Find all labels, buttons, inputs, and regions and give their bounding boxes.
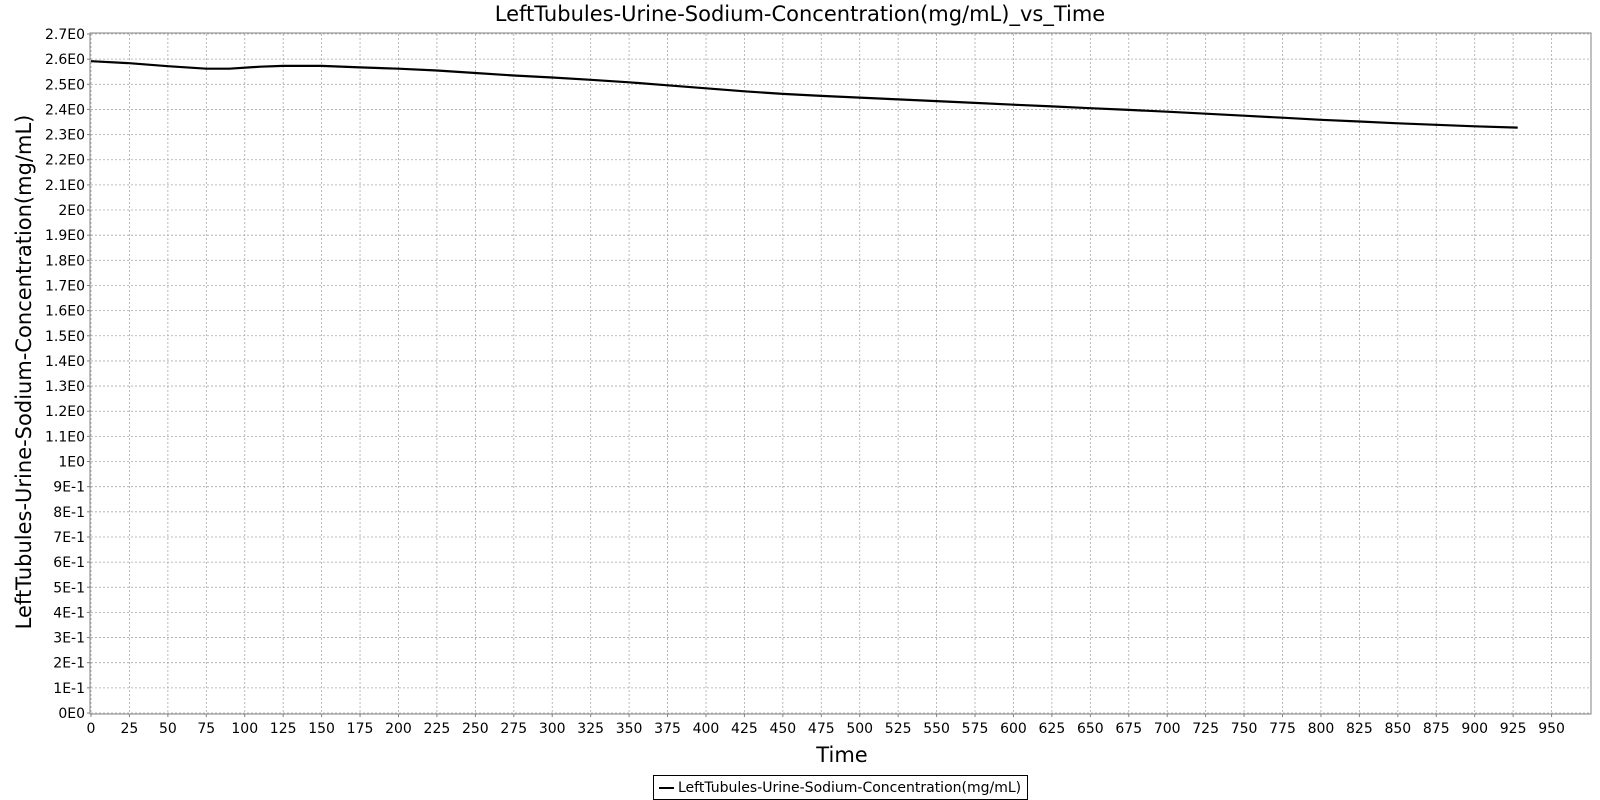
x-tick-label: 575 xyxy=(962,721,989,737)
y-tick-label: 6E-1 xyxy=(53,555,85,571)
x-tick-label: 800 xyxy=(1308,721,1335,737)
x-tick-label: 925 xyxy=(1500,721,1527,737)
x-tick-label: 750 xyxy=(1231,721,1258,737)
x-tick-label: 150 xyxy=(308,721,335,737)
y-tick-label: 1.4E0 xyxy=(45,354,85,370)
x-tick-label: 75 xyxy=(197,721,215,737)
x-tick-label: 875 xyxy=(1423,721,1450,737)
x-tick-label: 825 xyxy=(1346,721,1373,737)
x-tick-label: 375 xyxy=(654,721,681,737)
y-tick-label: 1.7E0 xyxy=(45,278,85,294)
x-tick-label: 550 xyxy=(923,721,950,737)
y-tick-label: 2.6E0 xyxy=(45,52,85,68)
x-tick-label: 950 xyxy=(1538,721,1565,737)
x-tick-label: 700 xyxy=(1154,721,1181,737)
y-tick-label: 1.6E0 xyxy=(45,304,85,320)
x-tick-label: 500 xyxy=(846,721,873,737)
x-tick-label: 50 xyxy=(159,721,177,737)
y-tick-label: 1.2E0 xyxy=(45,404,85,420)
y-tick-label: 8E-1 xyxy=(53,505,85,521)
y-axis: 0E0 1E-1 2E-1 3E-1 4E-1 5E-1 6E-1 7E-1 8E-1 9E-1 1… xyxy=(45,27,90,722)
series-layer xyxy=(90,60,1518,129)
x-tick-label: 250 xyxy=(462,721,489,737)
x-axis: 0 25 50 75 100 125 150 175 200 225 250 275 300 325 350… xyxy=(87,714,1565,737)
y-tick-label: 2.3E0 xyxy=(45,128,85,144)
chart-title: LeftTubules-Urine-Sodium-Concentration(m… xyxy=(494,2,1106,26)
grid-lines xyxy=(90,33,1590,714)
x-tick-label: 400 xyxy=(693,721,720,737)
x-tick-label: 275 xyxy=(500,721,527,737)
y-tick-label: 2E-1 xyxy=(53,656,85,672)
y-tick-label: 9E-1 xyxy=(53,480,85,496)
y-tick-label: 2.1E0 xyxy=(45,178,85,194)
x-tick-label: 200 xyxy=(385,721,412,737)
x-tick-label: 300 xyxy=(539,721,566,737)
y-axis-label: LeftTubules-Urine-Sodium-Concentration(m… xyxy=(12,115,36,630)
y-tick-label: 1.5E0 xyxy=(45,329,85,345)
y-tick-label: 1.9E0 xyxy=(45,228,85,244)
x-tick-label: 775 xyxy=(1269,721,1296,737)
y-tick-label: 1E-1 xyxy=(53,681,85,697)
y-tick-label: 2.5E0 xyxy=(45,77,85,93)
y-tick-label: 3E-1 xyxy=(53,631,85,647)
series-line xyxy=(90,60,1518,129)
x-tick-label: 625 xyxy=(1039,721,1066,737)
x-tick-label: 425 xyxy=(731,721,758,737)
x-tick-label: 650 xyxy=(1077,721,1104,737)
legend: LeftTubules-Urine-Sodium-Concentration(m… xyxy=(653,775,1029,800)
x-tick-label: 900 xyxy=(1461,721,1488,737)
x-tick-label: 600 xyxy=(1000,721,1027,737)
x-tick-label: 675 xyxy=(1115,721,1142,737)
y-tick-label: 1.3E0 xyxy=(45,379,85,395)
y-tick-label: 1.1E0 xyxy=(45,429,85,445)
y-tick-label: 2.7E0 xyxy=(45,27,85,43)
x-tick-label: 450 xyxy=(769,721,796,737)
y-tick-label: 5E-1 xyxy=(53,580,85,596)
x-tick-label: 850 xyxy=(1384,721,1411,737)
x-tick-label: 225 xyxy=(424,721,451,737)
x-tick-label: 350 xyxy=(616,721,643,737)
y-tick-label: 0E0 xyxy=(58,706,85,722)
x-axis-label: Time xyxy=(815,743,867,767)
y-tick-label: 1.8E0 xyxy=(45,253,85,269)
plot-area xyxy=(89,32,1592,715)
x-tick-label: 175 xyxy=(347,721,374,737)
x-tick-label: 325 xyxy=(577,721,604,737)
y-tick-label: 1E0 xyxy=(58,455,85,471)
legend-swatch xyxy=(659,786,674,789)
x-tick-label: 100 xyxy=(231,721,258,737)
y-tick-label: 7E-1 xyxy=(53,530,85,546)
y-tick-label: 2E0 xyxy=(58,203,85,219)
y-tick-label: 2.4E0 xyxy=(45,102,85,118)
y-tick-label: 4E-1 xyxy=(53,605,85,621)
x-tick-label: 525 xyxy=(885,721,912,737)
y-tick-label: 2.2E0 xyxy=(45,153,85,169)
x-tick-label: 25 xyxy=(121,721,139,737)
x-tick-label: 0 xyxy=(87,721,96,737)
x-tick-label: 125 xyxy=(270,721,297,737)
x-tick-label: 475 xyxy=(808,721,835,737)
x-tick-label: 725 xyxy=(1192,721,1219,737)
legend-label: LeftTubules-Urine-Sodium-Concentration(m… xyxy=(678,779,1022,796)
